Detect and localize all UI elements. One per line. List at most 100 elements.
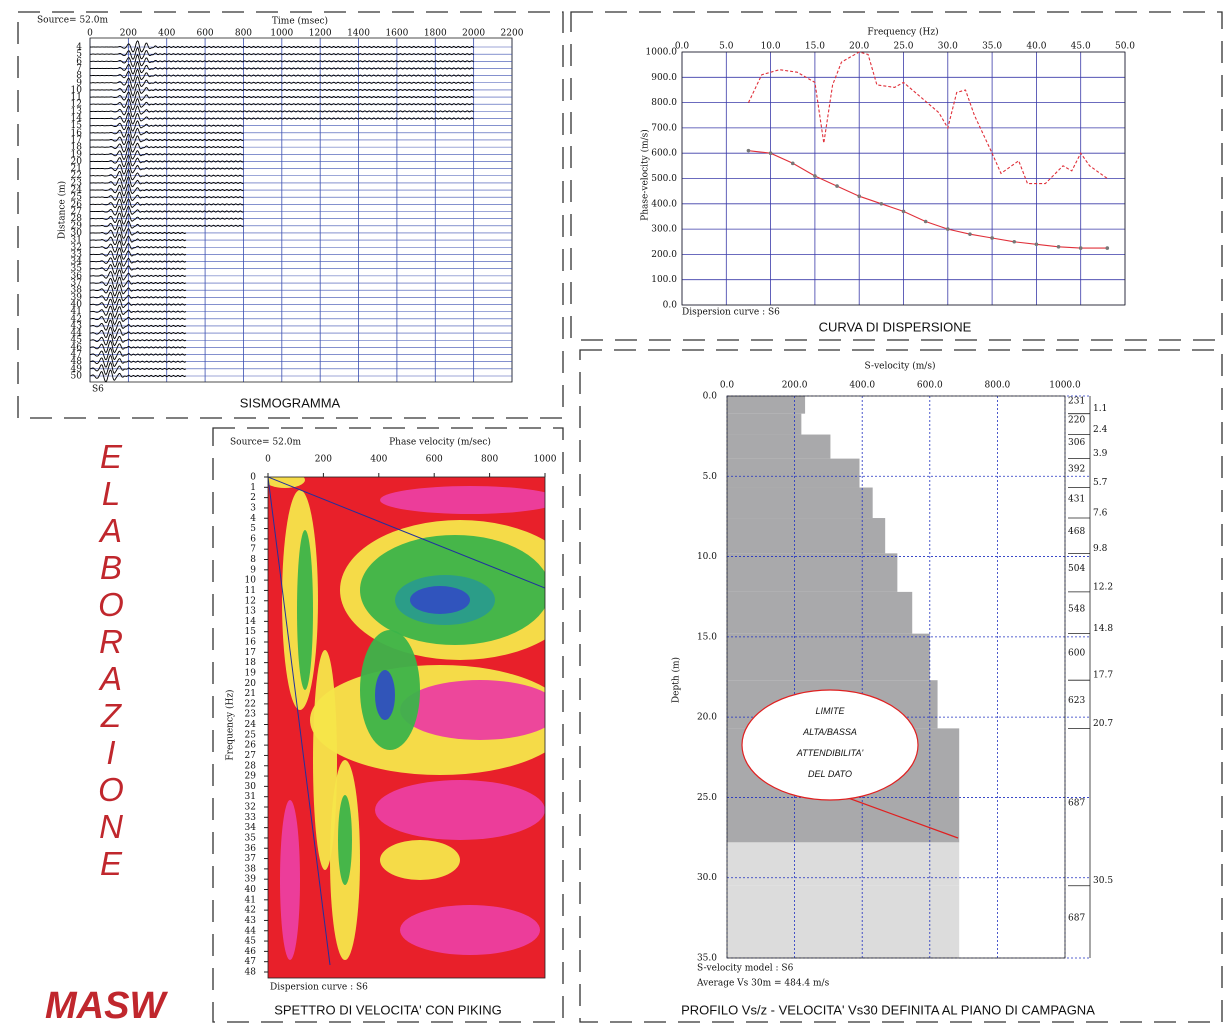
y-tick-label: 0.0 xyxy=(663,301,678,311)
y-tick-label: 14 xyxy=(71,114,83,124)
layer-velocity-label: 306 xyxy=(1068,438,1085,448)
y-tick-label: 42 xyxy=(245,906,256,916)
trace-wiggle xyxy=(89,133,244,146)
contour-region xyxy=(313,650,337,870)
y-tick-label: 45 xyxy=(71,336,83,346)
panel-border xyxy=(570,11,1223,341)
x-tick-label: 600.0 xyxy=(917,381,943,391)
y-tick-label: 7 xyxy=(76,64,82,74)
x-tick-label: 10.0 xyxy=(761,42,781,52)
y-tick-label: 19 xyxy=(71,150,83,160)
y-tick-label: 5 xyxy=(76,50,82,60)
panel-border xyxy=(17,11,564,419)
y-tick-label: 19 xyxy=(245,668,257,678)
x-tick-label: 35.0 xyxy=(982,42,1002,52)
trace-wiggle xyxy=(89,291,187,304)
trace-wiggle xyxy=(89,219,244,232)
y-tick-label: 44 xyxy=(71,329,83,339)
y-tick-label: 7 xyxy=(250,545,256,555)
y-tick-label: 35 xyxy=(245,833,257,843)
trace-wiggle xyxy=(90,326,187,340)
y-tick-label: 21 xyxy=(245,689,256,699)
trace-wiggle xyxy=(89,112,474,125)
side-subtitle: MASW xyxy=(45,985,166,1027)
x-axis-label: Time (msec) xyxy=(272,16,328,27)
layer-velocity-label: 504 xyxy=(1068,564,1085,574)
y-tick-label: 22 xyxy=(245,699,256,709)
trace-wiggle xyxy=(89,240,187,253)
layer xyxy=(727,553,898,592)
y-tick-label: 44 xyxy=(245,926,257,936)
y-tick-label: 17 xyxy=(71,135,83,145)
y-tick-label: 23 xyxy=(71,178,83,188)
y-tick-label: 16 xyxy=(245,638,257,648)
y-tick-label: 33 xyxy=(71,250,83,260)
spectrum xyxy=(268,477,545,978)
layer xyxy=(727,434,831,459)
contour-region xyxy=(297,530,313,690)
x-tick-label: 5.0 xyxy=(719,42,734,52)
trace-wiggle xyxy=(89,340,187,354)
picking-line xyxy=(268,477,331,966)
layer-velocity-label: 231 xyxy=(1068,396,1085,406)
point xyxy=(813,174,817,178)
trace-wiggle xyxy=(89,362,187,375)
y-tick-label: 1 xyxy=(250,483,256,493)
layer-velocity-label: 548 xyxy=(1068,604,1085,614)
y-tick-label: 1000.0 xyxy=(646,48,678,58)
layer xyxy=(727,591,913,634)
depth-label: 5.7 xyxy=(1093,478,1108,488)
layer-velocity-label: 431 xyxy=(1068,494,1085,504)
y-tick-label: 35.0 xyxy=(697,954,717,964)
y-tick-label: 40 xyxy=(71,300,83,310)
y-tick-label: 43 xyxy=(71,321,83,331)
point xyxy=(746,148,751,153)
y-tick-label: 28 xyxy=(71,214,83,224)
trace-wiggle xyxy=(89,147,244,160)
y-tick-label: 39 xyxy=(71,293,83,303)
y-tick-label: 100.0 xyxy=(651,275,677,285)
trace-wiggle xyxy=(89,233,187,246)
y-tick-label: 24 xyxy=(71,186,83,196)
y-tick-label: 21 xyxy=(71,164,82,174)
point xyxy=(946,227,950,231)
annotation: LIMITE ALTA/BASSA ATTENDIBILITA' DEL DATO xyxy=(796,706,864,779)
y-tick-label: 30 xyxy=(71,228,83,238)
trace-wiggle xyxy=(89,161,244,175)
y-tick-label: 9 xyxy=(76,78,82,88)
trace-wiggle xyxy=(89,183,244,197)
footer: Average Vs 30m = 484.4 m/s xyxy=(696,979,830,989)
y-tick-label: 24 xyxy=(245,720,257,730)
trace-wiggle xyxy=(89,68,474,82)
y-tick-label: 10.0 xyxy=(697,552,717,562)
y-tick-label: 48 xyxy=(71,357,83,367)
y-tick-label: 3 xyxy=(250,503,256,513)
y-tick-label: 47 xyxy=(245,957,257,967)
y-tick-label: 13 xyxy=(71,107,83,117)
trace-wiggle xyxy=(89,61,474,75)
trace-wiggle xyxy=(89,247,187,260)
y-tick-label: 200.0 xyxy=(651,250,677,260)
contour-region xyxy=(338,795,352,885)
plot-frame xyxy=(89,37,513,383)
trace-wiggle xyxy=(90,347,187,361)
y-tick-label: 6 xyxy=(76,57,82,67)
depth-label: 30.5 xyxy=(1093,876,1113,886)
x-tick-label: 1800 xyxy=(424,29,447,39)
x-tick-label: 200.0 xyxy=(782,381,808,391)
trace-wiggle xyxy=(89,46,474,60)
y-tick-label: 41 xyxy=(245,895,256,905)
y-tick-label: 12 xyxy=(71,100,82,110)
x-tick-label: 1600 xyxy=(385,29,408,39)
trace-wiggle xyxy=(89,97,474,111)
y-tick-label: 11 xyxy=(245,586,256,596)
y-tick-label: 8 xyxy=(76,71,82,81)
y-tick-label: 37 xyxy=(245,854,257,864)
y-tick-label: 22 xyxy=(71,171,82,181)
trace-wiggle xyxy=(89,168,244,183)
y-tick-label: 12 xyxy=(245,596,256,606)
trace-wiggle xyxy=(89,119,244,132)
depth-label: 2.4 xyxy=(1093,425,1108,435)
layer-velocity-label: 392 xyxy=(1068,465,1085,475)
